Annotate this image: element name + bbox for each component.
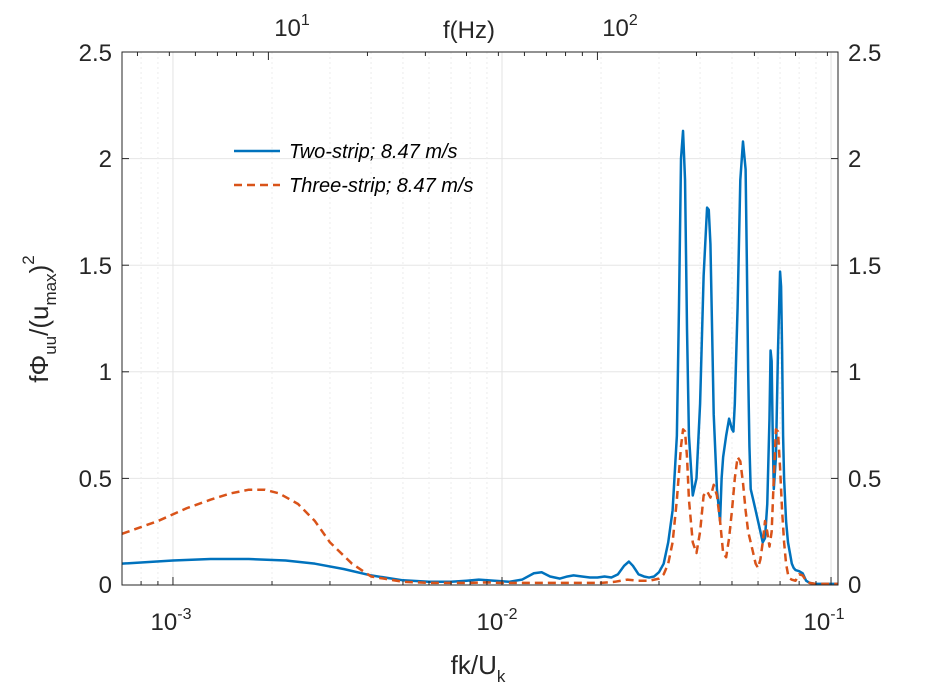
- legend-label-three-strip: Three-strip; 8.47 m/s: [289, 175, 474, 197]
- top-x-tick-labels: 101 102: [274, 12, 638, 42]
- series-layer: [121, 129, 838, 586]
- x-tick-label: 10-2: [477, 606, 518, 636]
- series-line-three-strip: [121, 428, 838, 586]
- top-axis-label: f(Hz): [443, 17, 495, 44]
- x-axis-label: fk/Uk: [451, 650, 506, 686]
- y-tick-label: 0.5: [79, 466, 112, 493]
- y-tick-label-right: 1: [848, 359, 861, 386]
- x-tick-label: 10-1: [804, 606, 845, 636]
- y-tick-labels-right: 0 0.5 1 1.5 2 2.5: [848, 40, 881, 599]
- tick-marks: [121, 51, 838, 586]
- x-tick-label: 10-3: [151, 606, 192, 636]
- top-x-tick-label: 101: [274, 12, 310, 42]
- y-tick-label: 1: [99, 359, 112, 386]
- y-tick-label: 2.5: [79, 40, 112, 67]
- legend-label-two-strip: Two-strip; 8.47 m/s: [289, 141, 458, 163]
- y-axis-label: fΦuu/(umax)2: [19, 255, 60, 383]
- plot-box: [121, 51, 839, 586]
- top-x-tick-label: 102: [602, 12, 638, 42]
- legend: Two-strip; 8.47 m/s Three-strip; 8.47 m/…: [234, 141, 474, 197]
- plot-area: [122, 52, 838, 585]
- y-tick-label-right: 1.5: [848, 253, 881, 280]
- y-tick-label-right: 0.5: [848, 466, 881, 493]
- series-line-two-strip: [121, 129, 838, 586]
- y-tick-label: 2: [99, 146, 112, 173]
- x-tick-labels: 10-3 10-2 10-1: [151, 606, 845, 636]
- y-tick-label-right: 2.5: [848, 40, 881, 67]
- y-tick-label-right: 0: [848, 572, 861, 599]
- y-tick-label: 0: [99, 572, 112, 599]
- y-tick-label: 1.5: [79, 253, 112, 280]
- y-tick-label-right: 2: [848, 146, 861, 173]
- y-tick-labels-left: 0 0.5 1 1.5 2 2.5: [79, 40, 112, 599]
